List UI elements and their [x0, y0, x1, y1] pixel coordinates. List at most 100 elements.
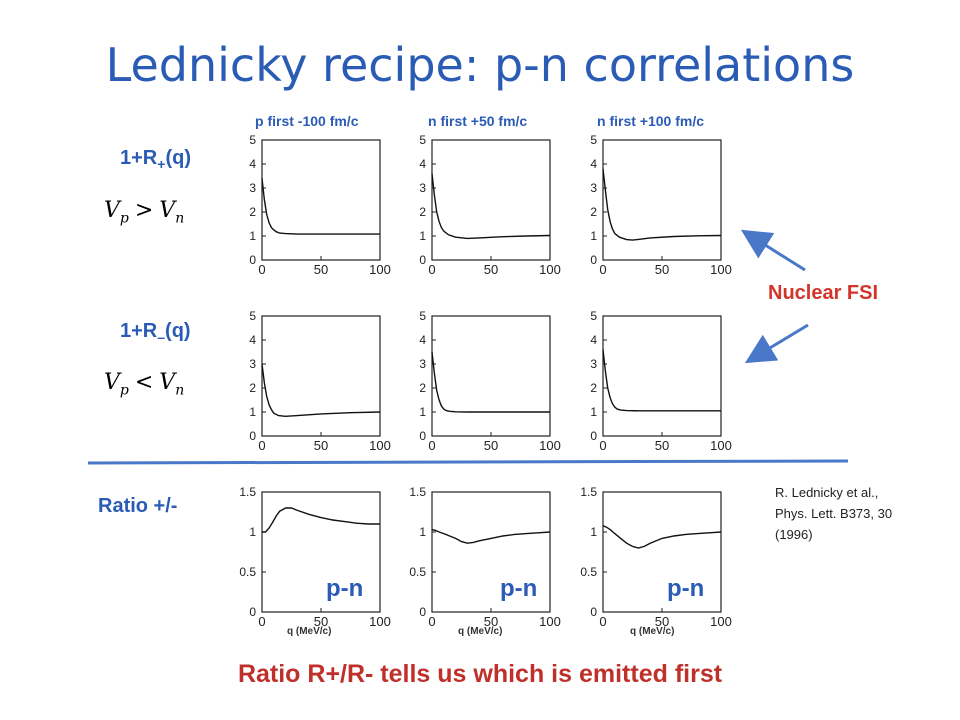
y-tick-label: 1 — [590, 229, 597, 243]
y-tick-label: 1 — [249, 229, 256, 243]
y-tick-label: 5 — [419, 133, 426, 147]
x-tick-label: 100 — [539, 614, 561, 629]
x-tick-label: 100 — [539, 438, 561, 453]
condition-plus: Vp > Vn — [104, 198, 185, 227]
plot-frame — [261, 139, 381, 261]
y-tick-label: 0 — [419, 253, 426, 267]
series-line — [262, 507, 380, 533]
x-tick-label: 0 — [258, 438, 265, 453]
y-tick-label: 2 — [249, 205, 256, 219]
x-tick-label: 50 — [314, 614, 328, 629]
plot-frame — [261, 315, 381, 437]
column-header-1: p first -100 fm/c — [255, 113, 359, 129]
x-tick-label: 0 — [599, 614, 606, 629]
x-axis-label-3: q (MeV/c) — [630, 626, 675, 637]
y-tick-label: 4 — [590, 157, 597, 171]
x-tick-label: 50 — [655, 438, 669, 453]
y-tick-label: 0.5 — [409, 565, 426, 579]
x-axis-label-1: q (MeV/c) — [287, 626, 332, 637]
y-tick-label: 1 — [419, 229, 426, 243]
y-tick-label: 1.5 — [580, 485, 597, 499]
x-axis-label-2: q (MeV/c) — [458, 626, 503, 637]
series-line — [261, 178, 380, 235]
y-tick-label: 0 — [590, 429, 597, 443]
pn-label-3: p-n — [667, 575, 705, 602]
x-tick-label: 100 — [539, 262, 561, 277]
plot-frame — [602, 139, 722, 261]
conclusion-text: Ratio R+/R- tells us which is emitted fi… — [237, 660, 723, 688]
y-tick-label: 5 — [590, 309, 597, 323]
y-tick-label: 2 — [419, 381, 426, 395]
y-tick-label: 0.5 — [239, 565, 256, 579]
y-tick-label: 0 — [249, 605, 256, 619]
y-tick-label: 4 — [419, 333, 426, 347]
y-tick-label: 2 — [249, 381, 256, 395]
x-tick-label: 50 — [655, 262, 669, 277]
y-tick-label: 1.5 — [239, 485, 256, 499]
y-tick-label: 1 — [419, 525, 426, 539]
pn-label-2: p-n — [500, 575, 538, 602]
nuclear-fsi-label: Nuclear FSI — [768, 282, 879, 304]
pn-label-1: p-n — [326, 575, 364, 602]
y-tick-label: 0 — [249, 429, 256, 443]
x-tick-label: 50 — [655, 614, 669, 629]
y-tick-label: 3 — [249, 181, 256, 195]
x-tick-label: 50 — [484, 262, 498, 277]
y-tick-label: 0 — [419, 605, 426, 619]
x-tick-label: 50 — [314, 262, 328, 277]
x-tick-label: 100 — [710, 438, 732, 453]
x-tick-label: 100 — [369, 614, 391, 629]
y-tick-label: 0 — [249, 253, 256, 267]
y-tick-label: 1 — [590, 525, 597, 539]
chart-panel-ratio-3: 0 0.5 1 1.5 0 50 100 — [580, 485, 732, 629]
x-tick-label: 100 — [369, 438, 391, 453]
series-line — [431, 173, 551, 240]
y-tick-label: 4 — [419, 157, 426, 171]
row-label-plus: 1+R+(q) — [120, 147, 191, 172]
y-tick-label: 5 — [249, 133, 256, 147]
x-tick-label: 0 — [428, 262, 435, 277]
arrow-to-minus-row — [744, 323, 809, 364]
y-tick-label: 2 — [590, 205, 597, 219]
y-tick-label: 3 — [590, 181, 597, 195]
x-tick-label: 0 — [599, 438, 606, 453]
plot-frame — [431, 315, 551, 437]
y-tick-label: 1 — [249, 525, 256, 539]
series-line — [431, 351, 550, 413]
section-divider — [87, 459, 849, 465]
y-tick-label: 1 — [249, 405, 256, 419]
y-tick-label: 1.5 — [409, 485, 426, 499]
y-tick-label: 0 — [590, 253, 597, 267]
series-line — [431, 528, 551, 544]
page-title: Lednicky recipe: p-n correlations — [105, 38, 855, 92]
plot-frame — [261, 491, 381, 613]
y-tick-label: 2 — [419, 205, 426, 219]
x-tick-label: 100 — [710, 262, 732, 277]
x-tick-label: 50 — [484, 438, 498, 453]
column-header-3: n first +100 fm/c — [597, 113, 704, 129]
series-line — [602, 524, 722, 549]
x-tick-label: 0 — [599, 262, 606, 277]
x-tick-label: 0 — [428, 614, 435, 629]
y-tick-label: 5 — [590, 133, 597, 147]
x-tick-label: 0 — [428, 438, 435, 453]
y-tick-label: 0 — [590, 605, 597, 619]
y-tick-label: 3 — [419, 181, 426, 195]
y-tick-label: 4 — [249, 333, 256, 347]
row-label-ratio: Ratio +/- — [98, 495, 178, 517]
reference-citation: R. Lednicky et al., Phys. Lett. B373, 30… — [775, 482, 892, 545]
series-line — [261, 363, 381, 418]
y-tick-label: 4 — [590, 333, 597, 347]
x-tick-label: 50 — [484, 614, 498, 629]
chart-panel-ratio-1: 0 0.5 1 1.5 0 50 100 — [239, 485, 391, 629]
y-tick-label: 1 — [419, 405, 426, 419]
y-tick-label: 0 — [419, 429, 426, 443]
y-tick-label: 2 — [590, 381, 597, 395]
plot-frame — [602, 491, 722, 613]
